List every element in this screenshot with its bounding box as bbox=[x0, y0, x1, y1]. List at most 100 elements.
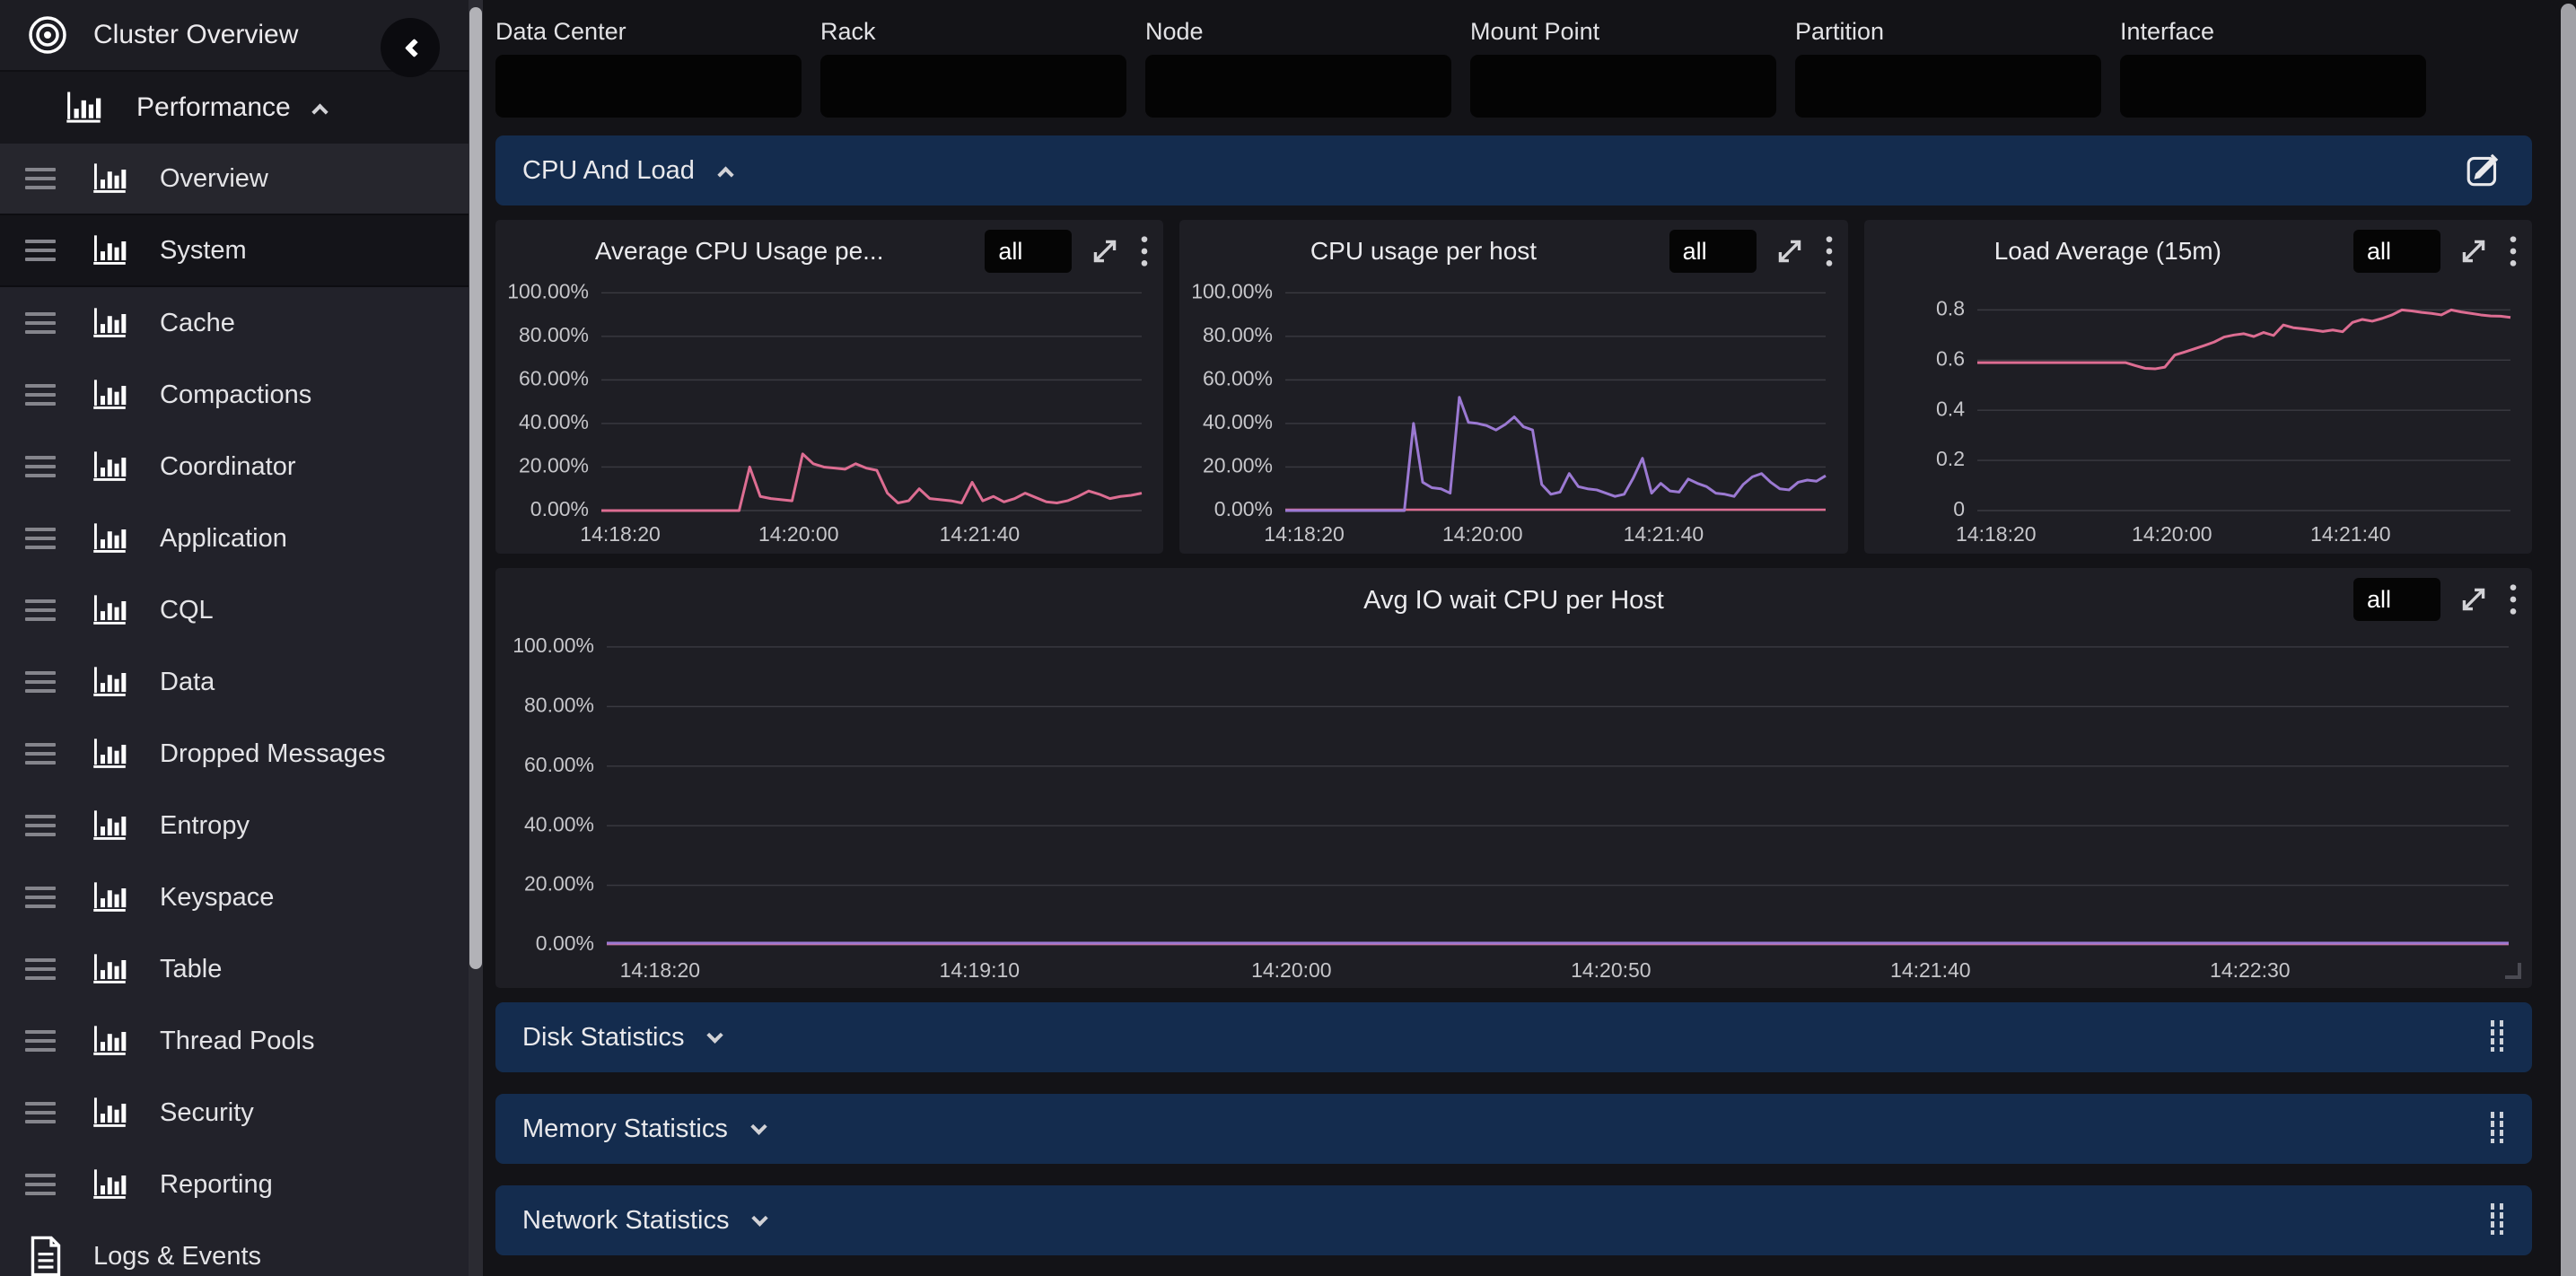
drag-grip-icon[interactable] bbox=[2490, 1018, 2505, 1057]
bar-chart-icon bbox=[93, 451, 127, 481]
filter-label: Data Center bbox=[495, 18, 626, 45]
host-selector-dropdown[interactable]: all bbox=[1669, 230, 1757, 273]
svg-text:14:20:50: 14:20:50 bbox=[1571, 958, 1652, 982]
expand-panel-button[interactable] bbox=[2457, 234, 2491, 268]
sidebar-item-logs-events[interactable]: Logs & Events bbox=[0, 1220, 483, 1276]
svg-text:14:21:40: 14:21:40 bbox=[2310, 522, 2391, 546]
sidebar-item-label: System bbox=[160, 235, 247, 265]
chevron-up-icon bbox=[311, 103, 329, 120]
chevron-down-icon bbox=[750, 1117, 767, 1135]
drag-handle-icon[interactable] bbox=[25, 528, 56, 549]
sidebar-item-label: Keyspace bbox=[160, 882, 275, 912]
sidebar-item[interactable]: CQL bbox=[0, 574, 483, 646]
filter-input[interactable] bbox=[1795, 55, 2101, 118]
sidebar-item-label: Coordinator bbox=[160, 451, 296, 481]
panel-menu-button[interactable] bbox=[1823, 233, 1836, 269]
drag-handle-icon[interactable] bbox=[25, 815, 56, 836]
svg-text:14:20:00: 14:20:00 bbox=[2132, 522, 2212, 546]
drag-handle-icon[interactable] bbox=[25, 887, 56, 908]
chart-average-cpu-usage: 100.00% 80.00% 60.00% 40.00% 20.00% 0.00% 14:1… bbox=[501, 275, 1154, 550]
section-header-memory-statistics[interactable]: Memory Statistics bbox=[495, 1094, 2532, 1164]
svg-text:14:20:00: 14:20:00 bbox=[758, 522, 839, 546]
drag-grip-icon[interactable] bbox=[2490, 1202, 2505, 1240]
expand-panel-button[interactable] bbox=[2457, 582, 2491, 616]
drag-handle-icon[interactable] bbox=[25, 743, 56, 765]
chart-avg-io-wait: 100.00% 80.00% 60.00% 40.00% 20.00% 0.00% 14:1… bbox=[501, 625, 2523, 986]
filter-bar: Data Center Rack Node Mount Point Partit… bbox=[495, 11, 2532, 135]
drag-handle-icon[interactable] bbox=[25, 240, 56, 261]
sidebar-scrollbar-track[interactable] bbox=[469, 0, 483, 1276]
drag-handle-icon[interactable] bbox=[25, 168, 56, 189]
drag-handle-icon[interactable] bbox=[25, 456, 56, 477]
edit-section-button[interactable] bbox=[2464, 150, 2505, 191]
sidebar-scrollbar-thumb[interactable] bbox=[469, 7, 482, 969]
sidebar-item[interactable]: Thread Pools bbox=[0, 1005, 483, 1077]
svg-text:40.00%: 40.00% bbox=[519, 410, 589, 433]
kebab-menu-icon bbox=[1141, 236, 1148, 267]
svg-text:0.6: 0.6 bbox=[1936, 346, 1965, 370]
bar-chart-icon bbox=[93, 739, 127, 768]
filter-input[interactable] bbox=[1145, 55, 1451, 118]
svg-text:100.00%: 100.00% bbox=[507, 279, 589, 302]
panel-menu-button[interactable] bbox=[1138, 233, 1151, 269]
section-header-network-statistics[interactable]: Network Statistics bbox=[495, 1185, 2532, 1255]
expand-panel-button[interactable] bbox=[1773, 234, 1807, 268]
filter-input[interactable] bbox=[2120, 55, 2426, 118]
sidebar-item[interactable]: Reporting bbox=[0, 1149, 483, 1220]
drag-handle-icon[interactable] bbox=[25, 1102, 56, 1123]
drag-grip-icon[interactable] bbox=[2490, 1110, 2505, 1149]
filter-field: Rack bbox=[820, 18, 1126, 118]
section-header-cpu-and-load[interactable]: CPU And Load bbox=[495, 135, 2532, 205]
sidebar-collapse-button[interactable] bbox=[381, 18, 440, 77]
sidebar-item[interactable]: Compactions bbox=[0, 359, 483, 431]
host-selector-dropdown[interactable]: all bbox=[2353, 230, 2440, 273]
sidebar-item[interactable]: Table bbox=[0, 933, 483, 1005]
panel-menu-button[interactable] bbox=[2507, 581, 2519, 617]
sidebar-item[interactable]: Application bbox=[0, 503, 483, 574]
bar-chart-icon bbox=[93, 595, 127, 625]
drag-handle-icon[interactable] bbox=[25, 1030, 56, 1052]
section-label: Network Statistics bbox=[522, 1205, 730, 1235]
panel-resize-handle[interactable] bbox=[2505, 963, 2521, 979]
svg-text:14:18:20: 14:18:20 bbox=[1956, 522, 2037, 546]
drag-handle-icon[interactable] bbox=[25, 958, 56, 980]
svg-text:80.00%: 80.00% bbox=[1203, 323, 1273, 346]
sidebar-item[interactable]: Keyspace bbox=[0, 861, 483, 933]
filter-label: Partition bbox=[1795, 18, 1885, 45]
main-content: Data Center Rack Node Mount Point Partit… bbox=[483, 0, 2576, 1276]
chart-cpu-usage-per-host: 100.00% 80.00% 60.00% 40.00% 20.00% 0.00% 14:1… bbox=[1185, 275, 1838, 550]
target-icon bbox=[29, 16, 66, 54]
sidebar-item-label: Thread Pools bbox=[160, 1026, 315, 1055]
drag-handle-icon[interactable] bbox=[25, 599, 56, 621]
panel-menu-button[interactable] bbox=[2507, 233, 2519, 269]
section-label: Disk Statistics bbox=[522, 1022, 685, 1052]
sidebar-item[interactable]: Security bbox=[0, 1077, 483, 1149]
bar-chart-icon bbox=[93, 163, 127, 193]
sidebar-item[interactable]: Entropy bbox=[0, 790, 483, 861]
section-header-disk-statistics[interactable]: Disk Statistics bbox=[495, 1002, 2532, 1072]
expand-panel-button[interactable] bbox=[1088, 234, 1122, 268]
drag-handle-icon[interactable] bbox=[25, 384, 56, 406]
sidebar-item[interactable]: Coordinator bbox=[0, 431, 483, 503]
sidebar-item[interactable]: Cache bbox=[0, 287, 483, 359]
host-selector-dropdown[interactable]: all bbox=[2353, 578, 2440, 621]
sidebar-item[interactable]: Dropped Messages bbox=[0, 718, 483, 790]
main-scrollbar-thumb[interactable] bbox=[2561, 4, 2576, 1276]
sidebar-item-label: Entropy bbox=[160, 810, 250, 840]
drag-handle-icon[interactable] bbox=[25, 1174, 56, 1195]
svg-text:0.00%: 0.00% bbox=[530, 497, 589, 520]
sidebar-item[interactable]: System bbox=[0, 215, 483, 287]
sidebar-item-label: Application bbox=[160, 523, 287, 553]
svg-text:60.00%: 60.00% bbox=[524, 753, 594, 776]
host-selector-dropdown[interactable]: all bbox=[985, 230, 1073, 273]
sidebar-item[interactable]: Data bbox=[0, 646, 483, 718]
filter-input[interactable] bbox=[1470, 55, 1776, 118]
sidebar-item[interactable]: Overview bbox=[0, 144, 483, 215]
filter-input[interactable] bbox=[820, 55, 1126, 118]
filter-input[interactable] bbox=[495, 55, 802, 118]
drag-handle-icon[interactable] bbox=[25, 312, 56, 334]
drag-handle-icon[interactable] bbox=[25, 671, 56, 693]
svg-text:100.00%: 100.00% bbox=[513, 634, 594, 657]
svg-text:14:22:30: 14:22:30 bbox=[2210, 958, 2291, 982]
sidebar-section-performance[interactable]: Performance bbox=[0, 72, 483, 144]
